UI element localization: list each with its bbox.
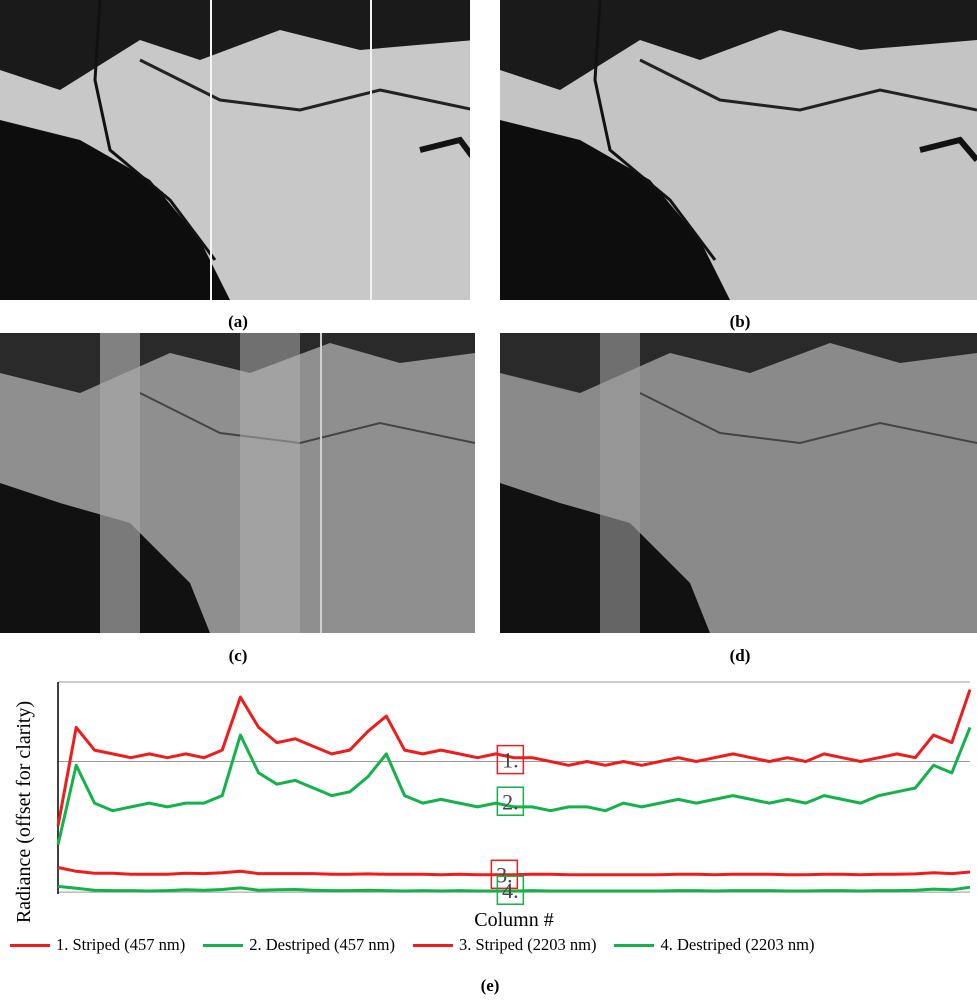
- series-annotations: 1. 2. 3.4.: [490, 744, 525, 905]
- annotation-box-1: [496, 744, 525, 775]
- series-line-3: [57, 866, 971, 877]
- legend-item-3: 3. Striped (2203 nm): [412, 935, 597, 955]
- annotation-box-3: [490, 859, 519, 890]
- legend-label-2: 2. Destriped (457 nm): [249, 935, 395, 954]
- caption-d: (d): [729, 646, 751, 665]
- legend-item-1: 1. Striped (457 nm): [10, 935, 185, 955]
- annotation-label-3: 3.: [496, 862, 513, 887]
- annotation-box-2: [496, 786, 525, 816]
- legend-label-3: 3. Striped (2203 nm): [458, 935, 597, 954]
- panel-d-destriped-image: [500, 333, 977, 633]
- caption-a: (a): [228, 312, 248, 331]
- panel-c-image: [0, 333, 475, 633]
- caption-e: (e): [480, 976, 500, 995]
- y-axis-label: Radiance (offset for clarity): [13, 701, 35, 923]
- series-line-2: [56, 726, 972, 846]
- legend-label-1: 1. Striped (457 nm): [56, 935, 186, 954]
- legend-swatch-2: [203, 943, 244, 947]
- legend-label-4: 4. Destriped (2203 nm): [660, 935, 815, 954]
- panel-d-image: [500, 333, 977, 633]
- x-axis-label: Column #: [474, 909, 553, 931]
- panel-c-striped-image: [0, 333, 475, 633]
- legend-swatch-4: [614, 943, 655, 947]
- annotation-label-4: 4.: [502, 878, 519, 903]
- series-lines: [56, 689, 972, 893]
- series-line-1: [56, 689, 972, 827]
- caption-c: (c): [228, 646, 248, 665]
- annotation-label-2: 2.: [502, 789, 519, 814]
- legend-swatch-3: [412, 943, 453, 947]
- chart-legend: 1. Striped (457 nm) 2. Destriped (457 nm…: [10, 934, 975, 956]
- panel-b-destriped-image: [500, 0, 977, 300]
- radiance-line-chart: 1. 2. 3.4. Radiance (offset for clarity) C…: [13, 681, 972, 931]
- panel-a-striped-image: [0, 0, 475, 300]
- panel-b-image: [500, 0, 977, 300]
- legend-item-4: 4. Destriped (2203 nm): [614, 935, 814, 955]
- legend-swatch-1: [10, 943, 50, 947]
- annotation-label-1: 1.: [502, 748, 519, 773]
- caption-b: (b): [729, 312, 751, 331]
- panel-a-image: [0, 0, 475, 300]
- series-line-4: [57, 884, 971, 893]
- annotation-box-4: [496, 875, 525, 905]
- legend-item-2: 2. Destriped (457 nm): [203, 935, 395, 955]
